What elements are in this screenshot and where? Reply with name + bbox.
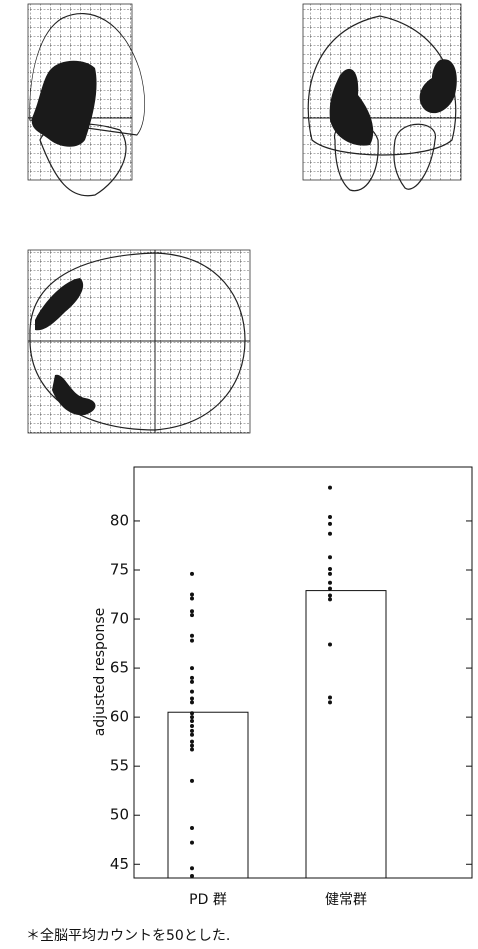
- data-point: [328, 521, 332, 526]
- data-point: [190, 874, 194, 879]
- data-point: [190, 666, 194, 671]
- data-point: [328, 642, 332, 647]
- data-point: [190, 689, 194, 694]
- footnote: ＊全脳平均カウントを50とした.: [26, 927, 230, 944]
- x-tick-label: 健常群: [325, 892, 367, 908]
- y-tick-label: 60: [110, 708, 129, 726]
- data-point: [328, 695, 332, 700]
- data-point: [190, 739, 194, 744]
- data-point: [328, 571, 332, 576]
- plot-frame: [133, 466, 473, 879]
- data-point: [328, 597, 332, 602]
- data-point: [190, 609, 194, 614]
- data-point: [190, 723, 194, 728]
- data-point: [328, 593, 332, 598]
- data-point: [190, 638, 194, 643]
- data-point: [190, 711, 194, 716]
- y-tick-label: 80: [110, 511, 129, 529]
- y-tick-label: 75: [110, 560, 129, 578]
- data-point: [190, 728, 194, 733]
- data-point: [190, 732, 194, 737]
- data-point: [190, 866, 194, 871]
- x-tick-label: PD 群: [189, 892, 227, 908]
- data-point: [328, 531, 332, 536]
- data-point: [190, 633, 194, 638]
- y-tick-label: 45: [110, 855, 129, 873]
- bar: [305, 590, 387, 879]
- data-point: [190, 840, 194, 845]
- data-point: [190, 675, 194, 680]
- brain-axial: [27, 249, 251, 434]
- data-point: [328, 580, 332, 585]
- data-point: [190, 571, 194, 576]
- data-point: [190, 592, 194, 597]
- bar: [167, 711, 249, 879]
- data-point: [328, 515, 332, 520]
- brain-sagittal: [27, 3, 145, 197]
- data-point: [190, 719, 194, 724]
- brain-coronal: [302, 3, 462, 192]
- data-point: [190, 825, 194, 830]
- data-point: [190, 743, 194, 748]
- data-point: [190, 613, 194, 618]
- data-point: [328, 485, 332, 490]
- y-axis-label: adjusted response: [92, 608, 108, 737]
- data-point: [328, 567, 332, 572]
- y-tick-label: 65: [110, 659, 129, 677]
- data-point: [190, 700, 194, 705]
- y-tick-label: 50: [110, 806, 129, 824]
- data-point: [328, 555, 332, 560]
- data-point: [190, 715, 194, 720]
- data-point: [190, 696, 194, 701]
- data-point: [190, 596, 194, 601]
- data-point: [190, 679, 194, 684]
- data-point: [190, 747, 194, 752]
- data-point: [190, 778, 194, 783]
- y-tick-label: 70: [110, 610, 129, 628]
- data-point: [328, 586, 332, 591]
- y-tick-label: 55: [110, 757, 129, 775]
- data-point: [328, 700, 332, 705]
